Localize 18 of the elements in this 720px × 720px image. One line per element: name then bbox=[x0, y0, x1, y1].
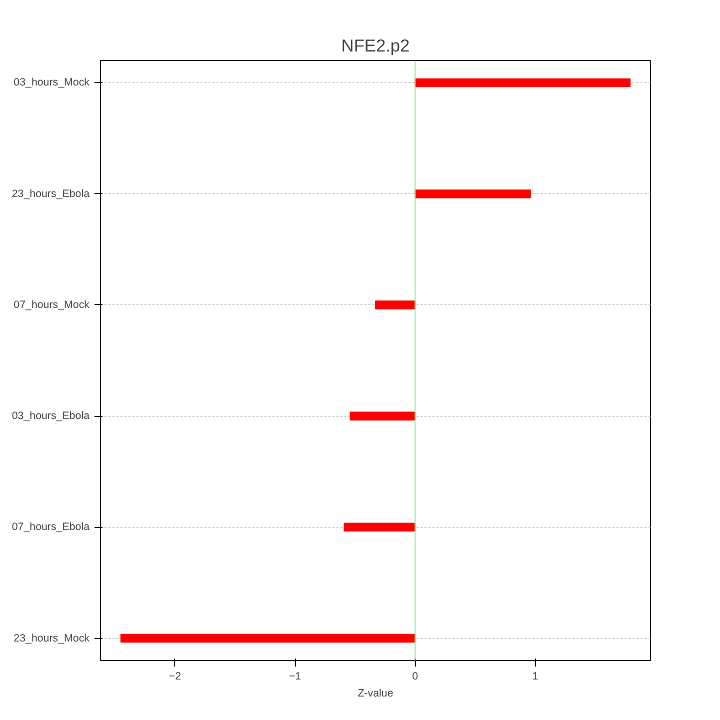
y-tick-label: 23_hours_Mock bbox=[14, 632, 90, 644]
bar bbox=[375, 300, 416, 310]
x-tick-label: 1 bbox=[532, 670, 538, 682]
bar bbox=[414, 78, 631, 88]
bar bbox=[414, 189, 531, 198]
y-tick-label: 07_hours_Ebola bbox=[12, 521, 90, 534]
chart-title: NFE2.p2 bbox=[341, 36, 410, 56]
x-axis-title: Z-value bbox=[358, 688, 394, 700]
y-tick-label: 03_hours_Ebola bbox=[12, 410, 90, 422]
y-tick-label: 23_hours_Ebola bbox=[12, 188, 90, 200]
x-tick-label: 0 bbox=[412, 670, 418, 682]
x-tick-label: −1 bbox=[288, 670, 302, 682]
y-tick-label: 07_hours_Mock bbox=[14, 298, 90, 311]
y-tick-label: 03_hours_Mock bbox=[14, 76, 90, 89]
bar bbox=[350, 412, 416, 420]
x-tick-label: −2 bbox=[168, 670, 182, 682]
bar bbox=[120, 634, 416, 643]
bar bbox=[344, 522, 416, 532]
